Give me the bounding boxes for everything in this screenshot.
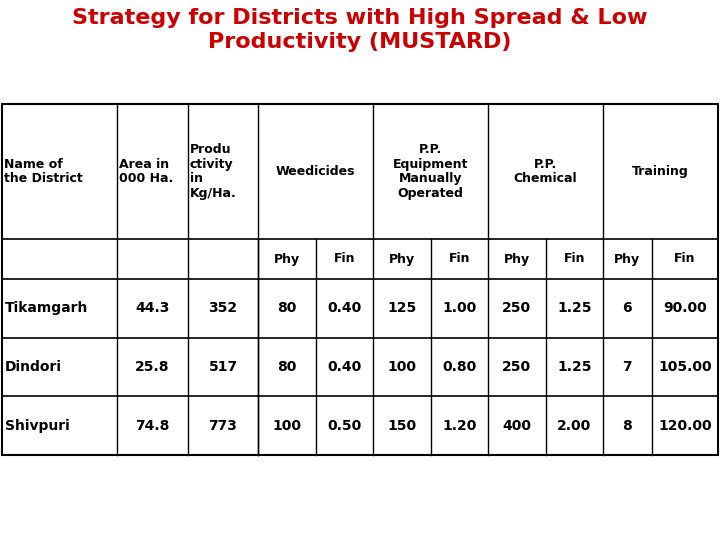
Text: 105.00: 105.00 [658, 360, 711, 374]
Text: 74.8: 74.8 [135, 418, 169, 433]
Bar [2, 104, 718, 455]
Text: 7: 7 [623, 360, 632, 374]
Text: 1.25: 1.25 [557, 360, 592, 374]
Text: 90.00: 90.00 [663, 301, 707, 315]
Text: 150: 150 [387, 418, 417, 433]
Text: Training: Training [632, 165, 689, 178]
Text: Shivpuri: Shivpuri [5, 418, 70, 433]
Text: Weedicides: Weedicides [276, 165, 356, 178]
Text: 6: 6 [623, 301, 632, 315]
Text: Phy: Phy [274, 253, 300, 266]
Text: 100: 100 [387, 360, 416, 374]
Text: 0.50: 0.50 [328, 418, 361, 433]
Text: 100: 100 [273, 418, 302, 433]
Text: 80: 80 [277, 301, 297, 315]
Text: 8: 8 [623, 418, 632, 433]
Text: 0.40: 0.40 [328, 301, 361, 315]
Text: Produ
ctivity
in
Kg/Ha.: Produ ctivity in Kg/Ha. [189, 143, 236, 200]
Text: 2.00: 2.00 [557, 418, 592, 433]
Text: Fin: Fin [449, 253, 470, 266]
Text: 25.8: 25.8 [135, 360, 169, 374]
Text: 352: 352 [208, 301, 238, 315]
Text: 1.25: 1.25 [557, 301, 592, 315]
Text: P.P.
Equipment
Manually
Operated: P.P. Equipment Manually Operated [393, 143, 469, 200]
Text: 1.20: 1.20 [442, 418, 477, 433]
Text: 80: 80 [277, 360, 297, 374]
Text: 44.3: 44.3 [135, 301, 169, 315]
Text: 250: 250 [503, 360, 531, 374]
Text: 120.00: 120.00 [658, 418, 711, 433]
Text: 1.00: 1.00 [442, 301, 477, 315]
Text: 250: 250 [503, 301, 531, 315]
Text: Dindori: Dindori [5, 360, 62, 374]
Text: Name of
the District: Name of the District [4, 158, 83, 185]
Text: Fin: Fin [334, 253, 355, 266]
Text: 400: 400 [503, 418, 531, 433]
Text: Fin: Fin [564, 253, 585, 266]
Text: Fin: Fin [674, 253, 696, 266]
Text: P.P.
Chemical: P.P. Chemical [514, 158, 577, 185]
Text: Phy: Phy [614, 253, 641, 266]
Text: Strategy for Districts with High Spread & Low
Productivity (MUSTARD): Strategy for Districts with High Spread … [72, 8, 648, 52]
Text: Phy: Phy [504, 253, 530, 266]
Text: Phy: Phy [389, 253, 415, 266]
Text: 0.80: 0.80 [442, 360, 477, 374]
Text: 0.40: 0.40 [328, 360, 361, 374]
Text: 773: 773 [209, 418, 238, 433]
Text: Tikamgarh: Tikamgarh [5, 301, 89, 315]
Text: 125: 125 [387, 301, 417, 315]
Text: 517: 517 [208, 360, 238, 374]
Text: Area in
000 Ha.: Area in 000 Ha. [119, 158, 174, 185]
